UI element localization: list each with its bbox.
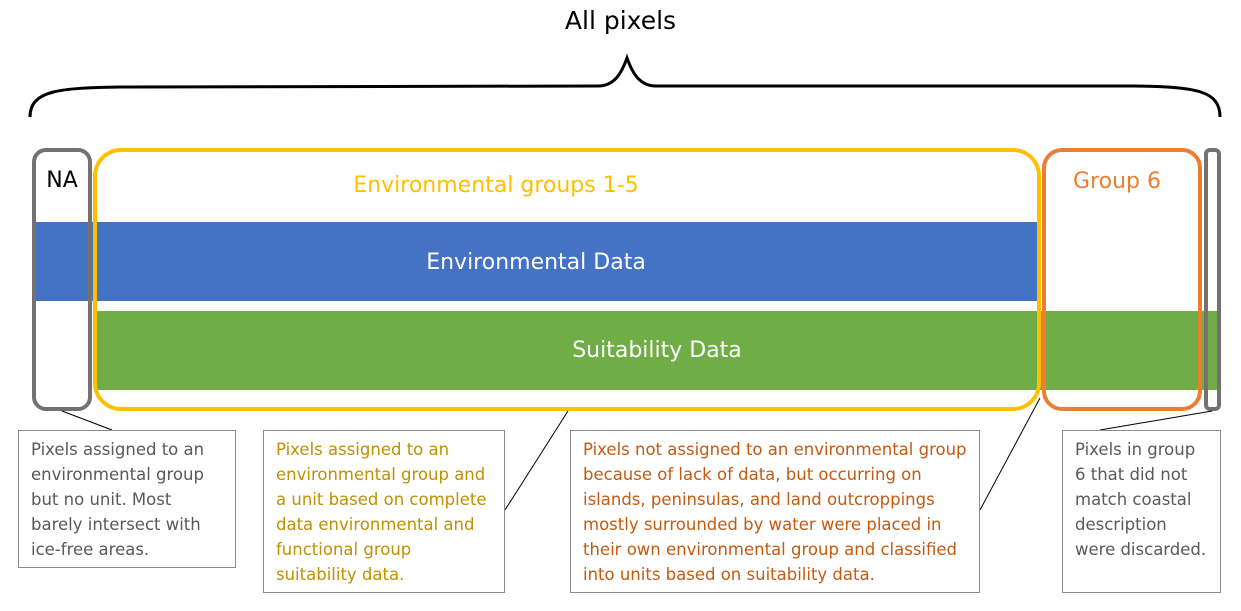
na-note: Pixels assigned to an environmental grou… [18,430,236,568]
suitability-data-band [94,311,1220,390]
group6-box [1042,148,1202,411]
suitability-data-label: Suitability Data [572,338,742,363]
env-groups-label: Environmental groups 1-5 [353,173,639,198]
environmental-data-label: Environmental Data [426,250,646,275]
env-groups-box [93,148,1041,411]
environmental-data-band [34,222,1038,301]
na-group-label: NA [46,168,78,193]
discarded-box [1204,148,1221,411]
diagram-title: All pixels [564,6,677,35]
env-groups-note: Pixels assigned to an environmental grou… [263,430,505,593]
discarded-note: Pixels in group 6 that did not match coa… [1062,430,1221,593]
group6-note: Pixels not assigned to an environmental … [570,430,980,593]
na-group-box [32,148,92,411]
group6-label: Group 6 [1073,169,1161,194]
